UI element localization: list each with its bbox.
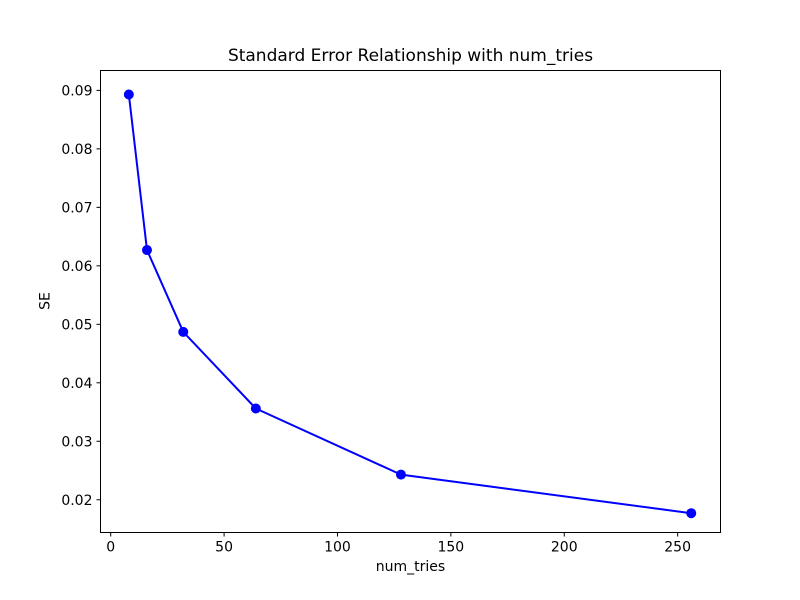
x-tick-label: 150 (437, 540, 464, 556)
data-point (686, 508, 697, 519)
x-tick-label: 100 (324, 540, 351, 556)
y-tick-label: 0.08 (61, 142, 92, 158)
y-tick-label: 0.04 (61, 376, 92, 392)
x-tick-label: 250 (664, 540, 691, 556)
x-axis-label: num_tries (375, 559, 446, 575)
data-line (127, 94, 692, 515)
x-tick-label: 200 (551, 540, 578, 556)
data-point (395, 469, 406, 480)
chart-title: Standard Error Relationship with num_tri… (227, 46, 594, 66)
y-tick-label: 0.02 (61, 493, 92, 509)
data-point (250, 403, 261, 414)
data-point (123, 89, 134, 100)
y-tick-label: 0.06 (61, 259, 92, 275)
data-point (141, 245, 152, 256)
data-point (178, 326, 189, 337)
x-tick-label: 50 (215, 540, 233, 556)
y-tick-label: 0.09 (61, 83, 92, 99)
y-tick-label: 0.07 (61, 200, 92, 216)
plot-frame (100, 70, 721, 533)
x-tick-label: 0 (106, 540, 115, 556)
y-tick-label: 0.03 (61, 434, 92, 450)
y-tick-label: 0.05 (61, 317, 92, 333)
